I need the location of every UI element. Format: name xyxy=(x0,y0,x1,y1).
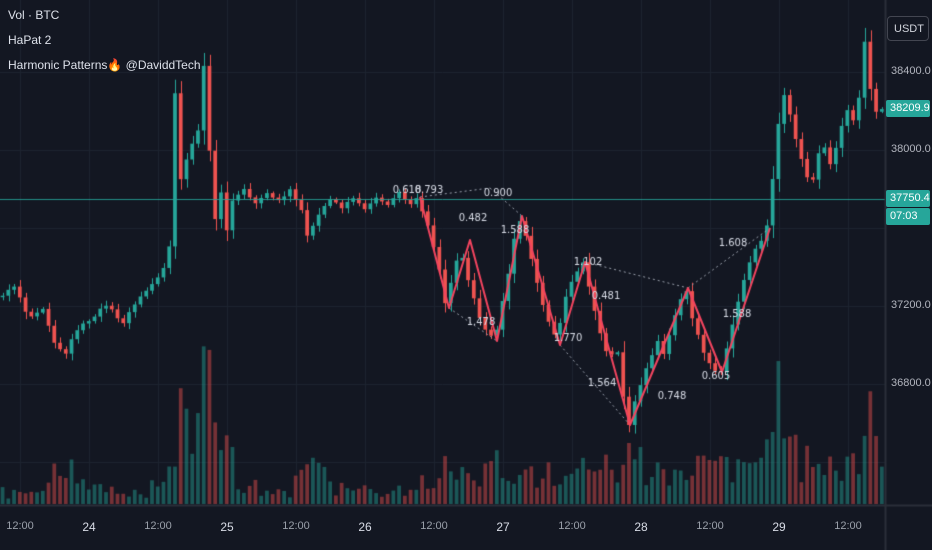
indicator-legend: Vol · BTC HaPat 2 Harmonic Patterns🔥 @Da… xyxy=(8,8,201,83)
last-price-badge: 38209.9 xyxy=(886,100,930,118)
legend-hapat-indicator[interactable]: HaPat 2 xyxy=(8,33,52,47)
time-tick-day-label: 25 xyxy=(220,520,234,534)
time-axis[interactable]: 12:00 24 12:00 25 12:00 26 12:00 27 12:00 28 12:00… xyxy=(0,505,932,550)
time-tick-hour-label: 12:00 xyxy=(144,520,172,532)
price-tick-label: 38400.0 xyxy=(891,65,931,77)
legend-harmonic-patterns-indicator[interactable]: Harmonic Patterns🔥 @DaviddTech xyxy=(8,58,201,72)
price-axis[interactable]: 38400.0 38000.0 37200.0 36800.0 38209.9 37750… xyxy=(885,0,932,505)
time-tick-day-label: 24 xyxy=(82,520,96,534)
time-tick-hour-label: 12:00 xyxy=(558,520,586,532)
price-tick-label: 37200.0 xyxy=(891,299,931,311)
time-tick-hour-label: 12:00 xyxy=(420,520,448,532)
time-tick-day-label: 28 xyxy=(634,520,648,534)
time-tick-day-label: 29 xyxy=(772,520,786,534)
time-tick-day-label: 27 xyxy=(496,520,510,534)
currency-button[interactable]: USDT xyxy=(887,16,929,41)
price-tick-label: 36800.0 xyxy=(891,377,931,389)
time-tick-hour-label: 12:00 xyxy=(696,520,724,532)
legend-volume-indicator[interactable]: Vol · BTC xyxy=(8,8,60,22)
price-tick-label: 38000.0 xyxy=(891,143,931,155)
candle-countdown-badge: 07:03 xyxy=(886,207,930,225)
time-tick-hour-label: 12:00 xyxy=(834,520,862,532)
time-tick-day-label: 26 xyxy=(358,520,372,534)
time-tick-hour-label: 12:00 xyxy=(282,520,310,532)
price-line-badge: 37750.4 xyxy=(886,189,930,207)
time-tick-hour-label: 12:00 xyxy=(6,520,34,532)
